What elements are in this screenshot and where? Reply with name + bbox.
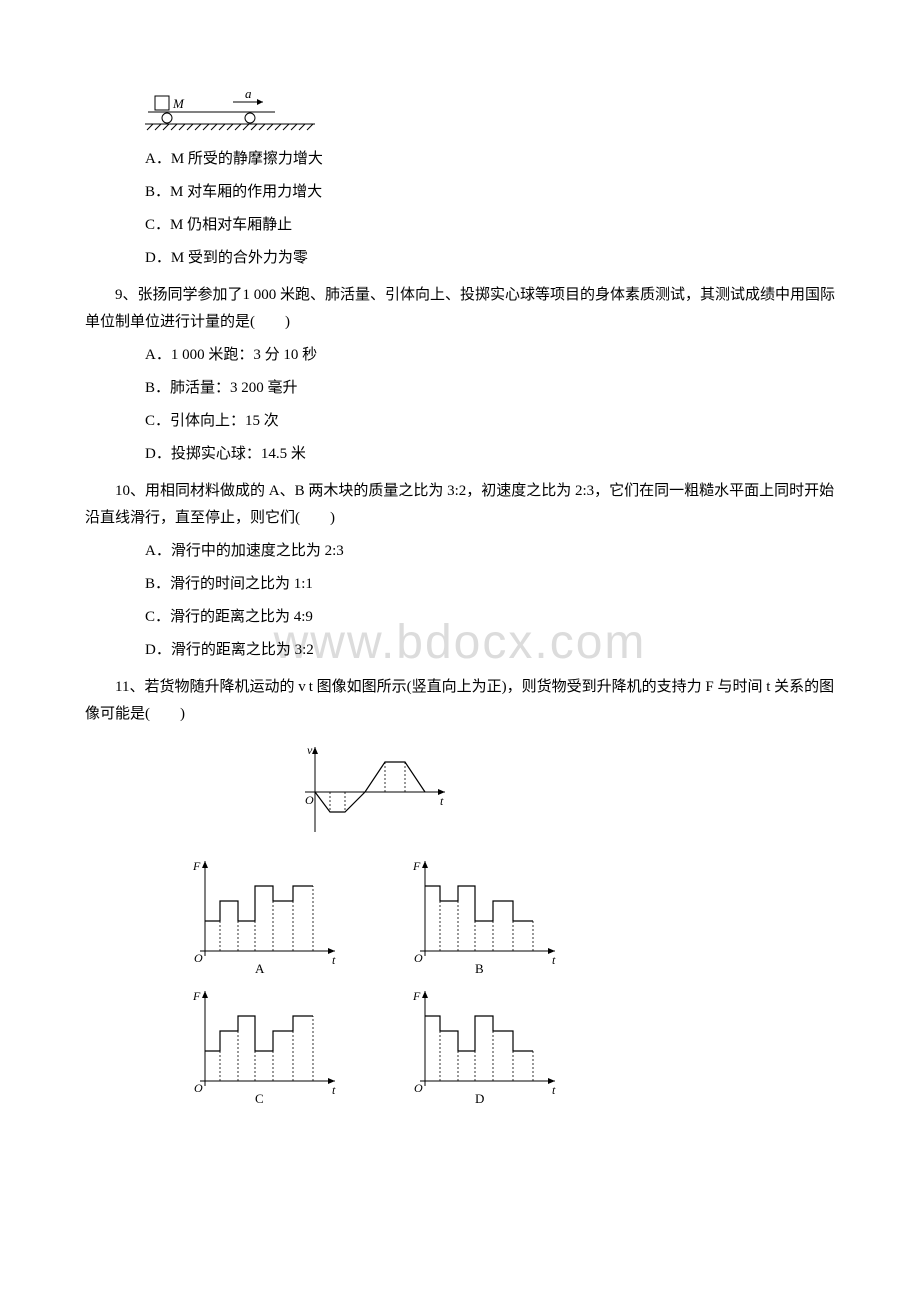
svg-text:O: O [305,793,314,807]
q8-diagram: M a [145,90,835,140]
q10-option-a: A．滑行中的加速度之比为 2:3 [145,538,835,565]
svg-text:t: t [552,953,556,967]
q8-option-a: A．M 所受的静摩擦力增大 [145,146,835,173]
q8-option-d: D．M 受到的合外力为零 [145,245,835,272]
q8-box-label: M [172,96,185,111]
svg-text:t: t [440,794,444,808]
svg-text:O: O [194,1081,203,1095]
svg-text:D: D [475,1091,484,1106]
q9-text: 9、张扬同学参加了1 000 米跑、肺活量、引体向上、投掷实心球等项目的身体素质… [85,282,835,336]
q9-option-c: C．引体向上：15 次 [145,408,835,435]
q10-text: 10、用相同材料做成的 A、B 两木块的质量之比为 3:2，初速度之比为 2:3… [85,478,835,532]
svg-text:v: v [307,743,313,757]
q11-panel-b: F t O B [405,856,565,976]
svg-text:C: C [255,1091,264,1106]
q8-option-c: C．M 仍相对车厢静止 [145,212,835,239]
q10-option-c: C．滑行的距离之比为 4:9 [145,604,835,631]
svg-text:t: t [332,1083,336,1097]
q10-option-b: B．滑行的时间之比为 1:1 [145,571,835,598]
q11-vt-graph: v t O [285,742,835,842]
q11-panel-d: F t O D [405,986,565,1106]
q8-option-b: B．M 对车厢的作用力增大 [145,179,835,206]
svg-text:B: B [475,961,484,976]
svg-text:F: F [412,989,421,1003]
svg-text:O: O [414,1081,423,1095]
q9-option-b: B．肺活量：3 200 毫升 [145,375,835,402]
q8-arrow-label: a [245,90,252,101]
q10-option-d: D．滑行的距离之比为 3:2 [145,637,835,664]
svg-text:O: O [414,951,423,965]
svg-text:t: t [332,953,336,967]
q11-text: 11、若货物随升降机运动的 v t 图像如图所示(竖直向上为正)，则货物受到升降… [85,674,835,728]
svg-text:F: F [412,859,421,873]
q9-option-d: D．投掷实心球：14.5 米 [145,441,835,468]
svg-text:t: t [552,1083,556,1097]
q9-option-a: A．1 000 米跑：3 分 10 秒 [145,342,835,369]
q11-panel-a: F t O A [185,856,345,976]
svg-text:F: F [192,859,201,873]
q11-panel-c: F t O C [185,986,345,1106]
svg-text:A: A [255,961,265,976]
svg-text:O: O [194,951,203,965]
svg-text:F: F [192,989,201,1003]
